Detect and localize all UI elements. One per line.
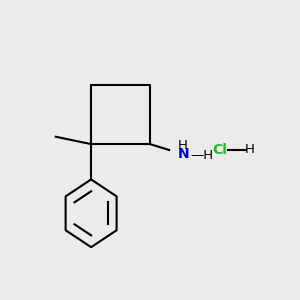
Text: H: H (178, 139, 188, 152)
Text: N: N (178, 146, 190, 161)
Text: Cl: Cl (212, 143, 226, 157)
Text: H: H (245, 143, 255, 157)
Text: —H: —H (190, 149, 214, 162)
